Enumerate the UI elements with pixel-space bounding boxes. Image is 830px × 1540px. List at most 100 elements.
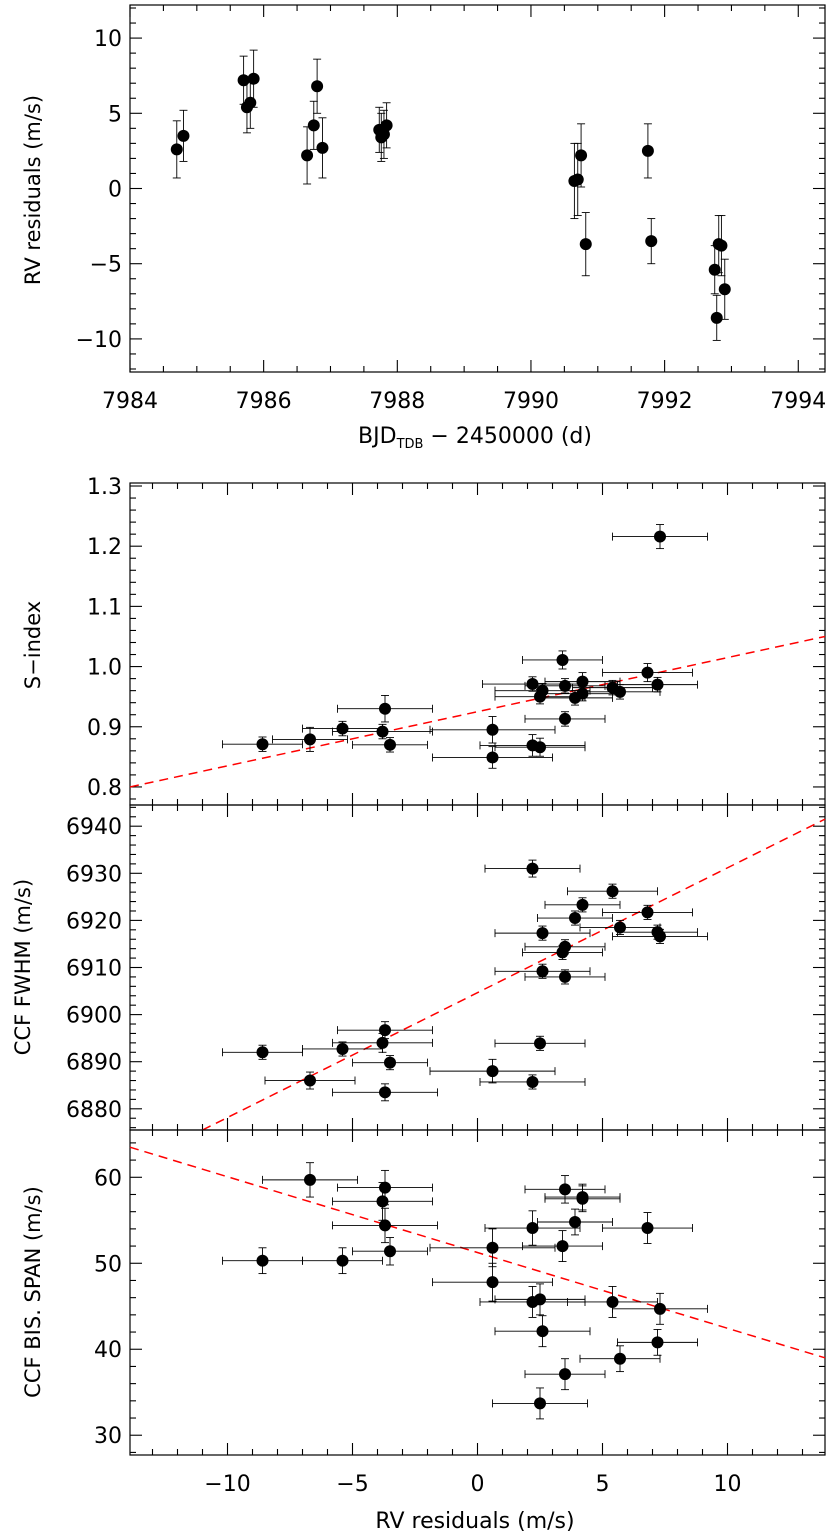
data-point bbox=[522, 650, 603, 670]
x-tick-label: 5 bbox=[596, 1472, 610, 1497]
data-point bbox=[302, 1247, 383, 1275]
data-point bbox=[494, 925, 591, 941]
data-marker bbox=[536, 684, 549, 697]
x-tick-label: 7988 bbox=[369, 389, 425, 414]
data-point bbox=[170, 120, 183, 179]
data-point bbox=[524, 1358, 606, 1391]
data-point bbox=[612, 1292, 708, 1325]
data-marker bbox=[376, 1036, 389, 1049]
data-marker bbox=[576, 675, 589, 688]
data-marker bbox=[556, 653, 569, 666]
y-tick-label: 0.9 bbox=[87, 716, 122, 741]
panel-fwhm: 6880 6890 6900 6910 6920 6930 6940 CCF FWHM (m… bbox=[11, 804, 826, 1131]
data-point bbox=[524, 711, 606, 727]
y-tick-label: 6880 bbox=[66, 1098, 122, 1123]
data-point bbox=[432, 746, 553, 769]
data-marker bbox=[579, 238, 592, 251]
y-tick-label: 6910 bbox=[66, 957, 122, 982]
data-marker bbox=[641, 144, 654, 157]
fit-line bbox=[129, 635, 826, 788]
x-tick-label: 0 bbox=[471, 1472, 485, 1497]
data-point bbox=[494, 1283, 586, 1316]
panel-sindex-ylabel: S−index bbox=[21, 601, 45, 689]
data-point bbox=[352, 737, 428, 753]
data-point bbox=[484, 1210, 581, 1246]
panel-bis-ylabel: CCF BIS. SPAN (m/s) bbox=[21, 1186, 45, 1398]
data-point bbox=[524, 678, 606, 694]
data-marker bbox=[379, 1219, 391, 1232]
data-point bbox=[316, 117, 329, 179]
panel-rv-time-xlabel: BJDTDB − 2450000 (d) bbox=[358, 424, 592, 452]
data-point bbox=[377, 109, 390, 159]
data-point bbox=[429, 716, 556, 744]
data-point bbox=[301, 126, 314, 185]
panel-rv-time-plot: 7984 7986 7988 7990 7992 7994 −10 −5 0 5 10 bbox=[76, 5, 826, 414]
data-marker bbox=[379, 1086, 391, 1099]
data-point bbox=[352, 1055, 428, 1071]
data-point bbox=[567, 883, 658, 899]
data-marker bbox=[311, 80, 324, 93]
data-marker bbox=[718, 283, 731, 296]
data-point bbox=[641, 123, 654, 179]
data-marker bbox=[559, 679, 571, 692]
y-tick-label: 1.0 bbox=[87, 656, 122, 681]
data-marker bbox=[645, 235, 658, 248]
data-marker bbox=[486, 1276, 499, 1289]
xlabel-rest: − 2450000 (d) bbox=[423, 424, 592, 449]
data-point bbox=[494, 737, 586, 757]
data-point bbox=[612, 524, 708, 550]
data-point bbox=[247, 49, 260, 108]
data-marker bbox=[486, 1241, 499, 1254]
x-tick-label: 7990 bbox=[503, 389, 559, 414]
data-point bbox=[537, 690, 613, 706]
data-marker bbox=[256, 738, 269, 751]
data-point bbox=[484, 859, 581, 878]
data-point bbox=[710, 294, 723, 341]
y-tick-label: 1.2 bbox=[87, 535, 122, 560]
data-point bbox=[432, 1262, 553, 1302]
data-point bbox=[579, 212, 592, 277]
data-marker bbox=[379, 1181, 391, 1194]
y-tick-label: 6940 bbox=[66, 815, 122, 840]
data-marker bbox=[576, 898, 589, 911]
y-tick-label: 6930 bbox=[66, 862, 122, 887]
data-point bbox=[429, 1058, 556, 1084]
data-marker bbox=[534, 1397, 546, 1410]
y-tick-label: 0 bbox=[108, 178, 122, 203]
data-point bbox=[332, 1083, 438, 1102]
data-marker bbox=[304, 733, 316, 746]
data-marker bbox=[534, 1037, 546, 1050]
data-marker bbox=[256, 1046, 269, 1059]
data-point bbox=[544, 1185, 621, 1213]
data-marker bbox=[641, 1222, 654, 1235]
data-point bbox=[579, 684, 661, 700]
data-point bbox=[575, 123, 588, 188]
panel-rv-time-ylabel: RV residuals (m/s) bbox=[21, 95, 45, 285]
data-marker bbox=[710, 311, 723, 324]
data-point bbox=[537, 910, 613, 926]
x-tick-label: 10 bbox=[714, 1472, 742, 1497]
data-point bbox=[302, 720, 383, 737]
data-marker bbox=[614, 1352, 626, 1365]
data-point bbox=[177, 109, 190, 162]
data-marker bbox=[486, 751, 499, 764]
data-marker bbox=[559, 970, 571, 983]
data-point bbox=[524, 969, 606, 985]
panel-fwhm-frame bbox=[129, 804, 826, 1131]
x-tick-label: 7986 bbox=[236, 389, 292, 414]
data-marker bbox=[170, 143, 183, 156]
x-tick-label: 7984 bbox=[102, 389, 158, 414]
data-point bbox=[380, 102, 393, 149]
data-point bbox=[222, 1044, 303, 1060]
data-marker bbox=[376, 1195, 389, 1208]
data-marker bbox=[526, 678, 539, 691]
y-tick-label: 40 bbox=[94, 1338, 122, 1363]
y-tick-label: 0.8 bbox=[87, 776, 122, 801]
data-marker bbox=[559, 1183, 571, 1196]
data-point bbox=[332, 1032, 433, 1053]
panel-fwhm-plot: 6880 6890 6900 6910 6920 6930 6940 bbox=[66, 805, 826, 1131]
data-marker bbox=[569, 912, 581, 925]
data-marker bbox=[336, 1042, 349, 1055]
panel-bis: −10 −5 0 5 10 30 40 50 60 CCF BIS. SPAN (m/s) RV… bbox=[21, 1129, 826, 1534]
